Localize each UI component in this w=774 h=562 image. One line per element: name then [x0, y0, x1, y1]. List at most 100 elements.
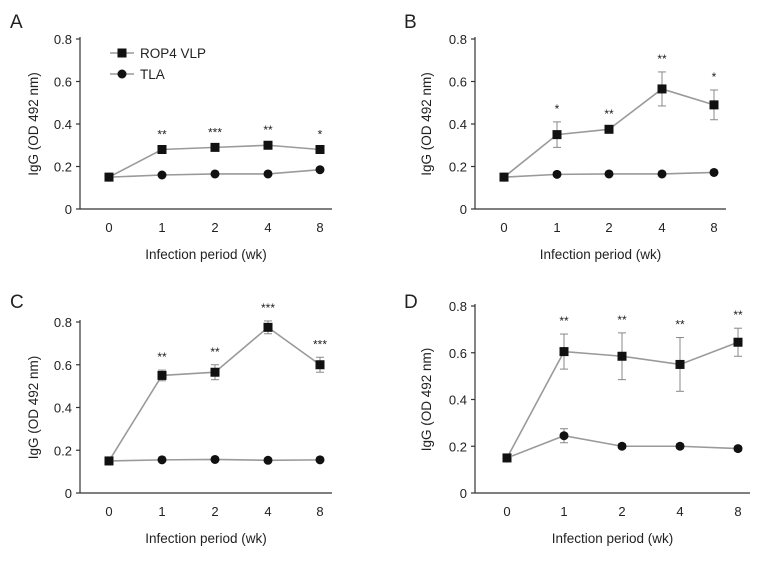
x-tick-label: 2 — [618, 504, 625, 519]
y-axis-title: IgG (OD 492 nm) — [419, 72, 434, 176]
data-point-circle — [210, 169, 220, 179]
legend-label: TLA — [140, 67, 165, 82]
x-tick-label: 1 — [158, 504, 165, 519]
significance-marker: ** — [157, 127, 167, 141]
x-tick-label: 2 — [605, 220, 612, 235]
y-tick-label: 0.2 — [449, 439, 467, 454]
x-axis-title: Infection period (wk) — [145, 531, 267, 546]
y-tick-label: 0.8 — [54, 32, 72, 47]
x-axis-title: Infection period (wk) — [145, 247, 267, 262]
y-tick-label: 0 — [460, 202, 467, 217]
significance-marker: *** — [313, 337, 327, 351]
y-tick-label: 0.6 — [54, 75, 72, 90]
series-tla — [104, 165, 325, 182]
panel-label: C — [10, 292, 24, 313]
panel-a: A 0 0.2 0.4 0.6 0.8 0 1 2 4 8 Infection period (wk)… — [10, 12, 332, 262]
y-tick-label: 0.8 — [449, 299, 467, 314]
x-axis-title: Infection period (wk) — [540, 247, 662, 262]
y-tick-label: 0.2 — [449, 160, 467, 175]
y-tick-label: 0.6 — [54, 358, 72, 373]
y-axis-title: IgG (OD 492 nm) — [419, 348, 434, 452]
data-point-circle — [502, 453, 512, 463]
data-point-square — [604, 124, 614, 134]
x-tick-label: 4 — [658, 220, 665, 235]
significance-marker: *** — [261, 301, 275, 315]
data-point-square — [552, 130, 562, 140]
series-rop4-vlp — [104, 320, 325, 466]
x-tick-label: 0 — [500, 220, 507, 235]
data-point-square — [157, 370, 167, 380]
data-point-square — [675, 359, 685, 369]
y-axis-title: IgG (OD 492 nm) — [26, 72, 41, 176]
data-point-circle — [315, 165, 325, 175]
panel-label: B — [404, 12, 417, 33]
significance-marker: ** — [604, 107, 614, 121]
x-tick-label: 8 — [316, 220, 323, 235]
data-point-square — [210, 142, 220, 152]
data-point-square — [657, 84, 667, 94]
series-tla — [502, 428, 743, 463]
series-tla — [499, 167, 719, 182]
data-point-circle — [675, 441, 685, 451]
panel-d: D 0 0.2 0.4 0.6 0.8 0 1 2 4 8 Infection period (wk)… — [404, 292, 750, 546]
data-point-circle — [709, 167, 719, 177]
data-point-circle — [617, 441, 627, 451]
data-point-circle — [733, 444, 743, 454]
panel-b: B 0 0.2 0.4 0.6 0.8 0 1 2 4 8 Infection period (wk)… — [404, 12, 726, 262]
data-point-circle — [263, 169, 273, 179]
data-point-square — [157, 145, 167, 154]
y-tick-label: 0.6 — [449, 75, 467, 90]
significance-marker: * — [555, 102, 560, 116]
x-tick-label: 2 — [211, 220, 218, 235]
x-tick-label: 0 — [503, 504, 510, 519]
y-tick-label: 0.4 — [54, 401, 72, 416]
significance-marker: ** — [675, 318, 685, 332]
data-point-square — [315, 360, 325, 370]
panel-label: A — [10, 12, 23, 33]
y-tick-label: 0 — [65, 486, 72, 501]
y-tick-label: 0.8 — [449, 32, 467, 47]
data-point-square — [709, 100, 719, 110]
significance-marker: ** — [157, 350, 167, 364]
y-tick-label: 0.4 — [449, 117, 467, 132]
series-rop4-vlp — [499, 71, 719, 182]
significance-marker: ** — [559, 314, 569, 328]
x-tick-label: 8 — [734, 504, 741, 519]
y-tick-label: 0.6 — [449, 346, 467, 361]
data-point-circle — [657, 169, 667, 179]
significance-marker: ** — [210, 345, 220, 359]
x-tick-label: 1 — [158, 220, 165, 235]
significance-marker: * — [318, 127, 323, 141]
data-point-circle — [157, 455, 167, 465]
y-tick-label: 0.4 — [54, 117, 72, 132]
data-point-square — [617, 351, 627, 361]
significance-marker: ** — [263, 123, 273, 137]
x-tick-label: 4 — [264, 220, 271, 235]
data-point-square — [315, 145, 325, 154]
y-tick-label: 0.2 — [54, 160, 72, 175]
x-tick-label: 8 — [316, 504, 323, 519]
data-point-square — [733, 337, 743, 347]
significance-marker: ** — [617, 313, 627, 327]
significance-marker: * — [712, 70, 717, 84]
y-axis-title: IgG (OD 492 nm) — [26, 356, 41, 460]
x-tick-label: 4 — [264, 504, 271, 519]
data-point-square — [210, 367, 220, 377]
x-tick-label: 0 — [105, 220, 112, 235]
panel-label: D — [404, 292, 418, 313]
x-tick-label: 1 — [560, 504, 567, 519]
x-tick-label: 8 — [710, 220, 717, 235]
data-point-circle — [210, 454, 220, 464]
series-tla — [104, 454, 325, 466]
significance-marker: *** — [208, 125, 222, 139]
data-point-circle — [104, 456, 114, 466]
data-point-square — [559, 347, 569, 357]
data-point-circle — [552, 169, 562, 179]
data-point-square — [263, 322, 273, 332]
x-tick-label: 4 — [676, 504, 683, 519]
panel-c: C 0 0.2 0.4 0.6 0.8 0 1 2 4 8 Infection period (wk)… — [10, 292, 332, 546]
y-tick-label: 0 — [460, 486, 467, 501]
x-axis-title: Infection period (wk) — [552, 531, 674, 546]
